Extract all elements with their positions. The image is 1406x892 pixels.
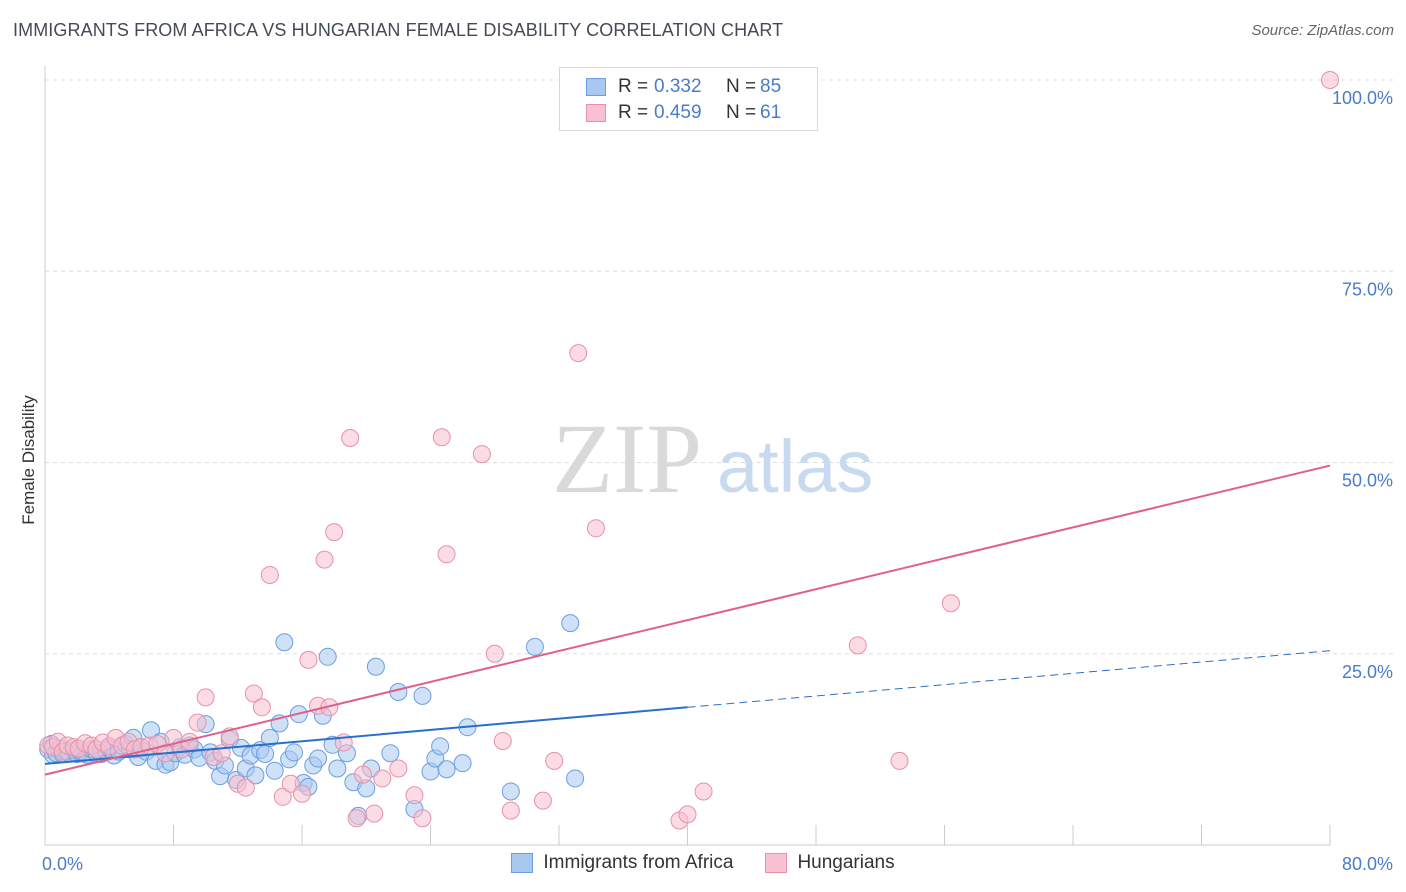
legend-swatch-hungarians <box>586 104 606 122</box>
data-point <box>196 688 215 707</box>
data-point <box>405 786 424 805</box>
n-label: N = <box>726 76 757 97</box>
data-point <box>273 787 292 806</box>
x-tick-label: 0.0% <box>42 854 83 874</box>
data-point <box>545 751 564 770</box>
legend-row-hungarians: R = 0.459 N = 61 <box>586 102 781 124</box>
data-point <box>437 545 456 564</box>
data-point <box>941 594 960 613</box>
data-point <box>341 429 360 448</box>
data-point <box>485 644 504 663</box>
legend-label-hungarians: Hungarians <box>797 852 895 873</box>
data-point <box>299 650 318 669</box>
trend-lines <box>44 464 1331 776</box>
data-point <box>472 445 491 464</box>
data-point <box>389 759 408 778</box>
data-point <box>678 805 697 824</box>
data-point <box>260 565 279 584</box>
legend-row-africa: R = 0.332 N = 85 <box>586 76 781 98</box>
data-point <box>848 636 867 655</box>
data-point <box>325 523 344 542</box>
data-point <box>501 782 520 801</box>
data-point <box>437 760 456 779</box>
x-tick-label: 80.0% <box>1342 854 1393 874</box>
y-tick-label: 50.0% <box>1342 471 1393 491</box>
data-point <box>366 657 385 676</box>
data-point <box>328 759 347 778</box>
data-point <box>365 804 384 823</box>
y-axis-label: Female Disability <box>19 395 38 525</box>
legend-swatch-africa <box>511 853 534 873</box>
watermark-atlas: atlas <box>717 425 873 508</box>
trend-line <box>44 706 688 765</box>
data-point <box>281 774 300 793</box>
series-hungarians <box>39 71 1339 830</box>
data-point <box>236 778 255 797</box>
legend-item-hungarians: Hungarians <box>765 852 895 874</box>
data-point <box>260 728 279 747</box>
data-point <box>246 766 265 785</box>
r-label: R = <box>618 102 649 123</box>
data-point <box>1321 71 1339 89</box>
r-label: R = <box>618 76 649 97</box>
watermark-zip: ZIP <box>552 403 702 514</box>
legend-label-africa: Immigrants from Africa <box>543 852 734 873</box>
data-point <box>315 550 334 569</box>
n-value: 61 <box>760 102 782 123</box>
data-point <box>453 754 472 773</box>
data-point <box>252 698 271 717</box>
data-point <box>566 769 585 788</box>
data-point <box>275 633 294 652</box>
data-point <box>318 647 337 666</box>
data-point <box>188 713 207 732</box>
data-point <box>381 744 400 763</box>
y-tick-label: 25.0% <box>1342 662 1393 682</box>
trend-line-extension <box>687 650 1331 708</box>
series-immigrants-from-africa <box>39 614 585 825</box>
legend-swatch-africa <box>586 78 606 96</box>
legend-stats: R = 0.332 N = 85 R = 0.459 N = 61 <box>559 67 818 131</box>
data-point <box>525 637 544 656</box>
data-point <box>354 765 373 784</box>
x-tick-labels: 0.0% 80.0% <box>42 854 1393 874</box>
data-point <box>293 784 311 803</box>
data-point <box>309 749 328 768</box>
data-point <box>244 684 263 703</box>
data-point <box>493 731 512 750</box>
chart-title: IMMIGRANTS FROM AFRICA VS HUNGARIAN FEMA… <box>13 20 784 40</box>
data-point <box>413 686 432 705</box>
n-label: N = <box>726 102 757 123</box>
data-point <box>373 769 392 788</box>
r-value: 0.332 <box>654 76 702 97</box>
data-point <box>432 428 451 447</box>
data-point <box>501 801 520 820</box>
data-point <box>694 782 713 801</box>
data-point <box>431 737 450 756</box>
axes <box>44 66 1331 846</box>
y-tick-label: 75.0% <box>1342 279 1393 299</box>
data-point <box>586 519 605 538</box>
data-point <box>265 761 284 780</box>
r-value: 0.459 <box>654 102 702 123</box>
data-point <box>561 614 580 633</box>
data-point <box>413 809 432 828</box>
data-point <box>284 743 303 762</box>
data-point <box>569 344 588 363</box>
y-tick-labels: 100.0% 75.0% 50.0% 25.0% <box>1332 88 1393 682</box>
data-point <box>533 791 552 810</box>
trend-line <box>44 464 1331 776</box>
source-label: Source: ZipAtlas.com <box>1251 22 1394 39</box>
y-tick-label: 100.0% <box>1332 88 1393 108</box>
legend-series: Immigrants from Africa Hungarians <box>0 852 1406 874</box>
data-point <box>347 809 366 828</box>
n-value: 85 <box>760 76 782 97</box>
data-point <box>256 744 275 763</box>
grid-lines <box>45 79 1394 655</box>
legend-item-africa: Immigrants from Africa <box>511 852 733 874</box>
data-point <box>890 751 909 770</box>
legend-swatch-hungarians <box>765 853 788 873</box>
